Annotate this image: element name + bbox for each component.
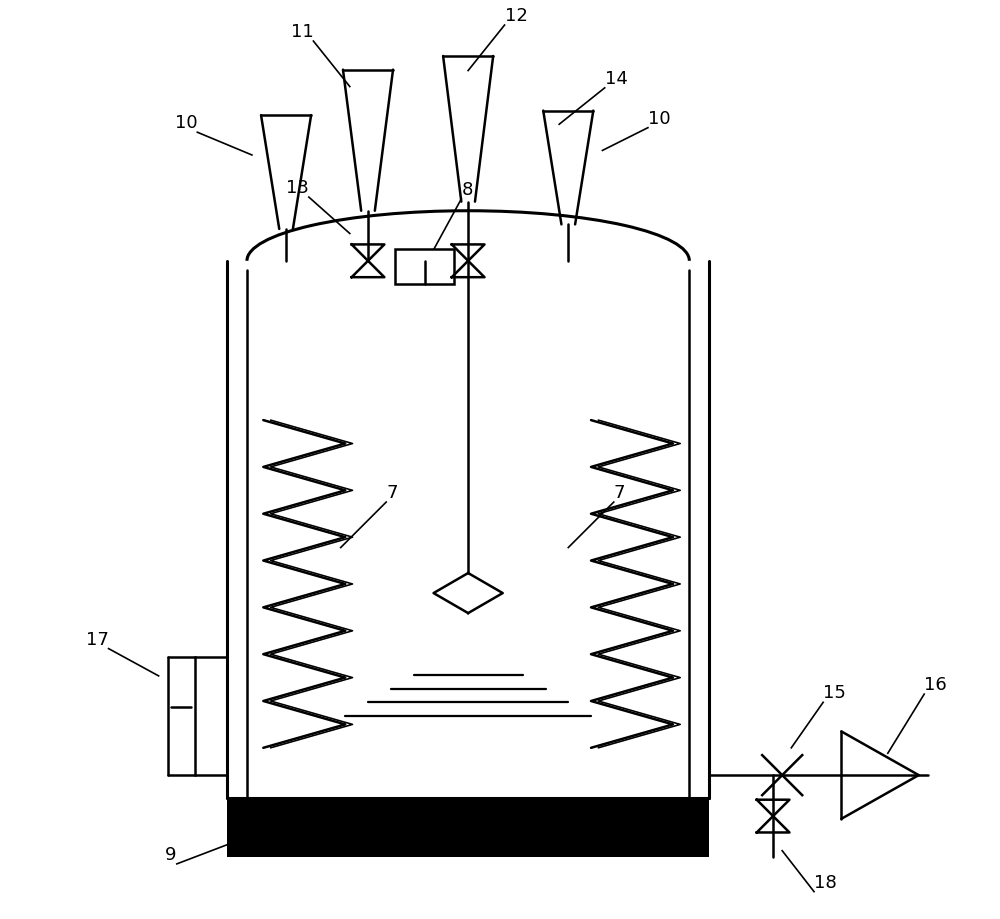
Text: 9: 9 <box>165 845 177 864</box>
Text: 8: 8 <box>461 181 473 199</box>
Text: 18: 18 <box>814 874 837 891</box>
Text: 11: 11 <box>291 23 313 41</box>
Text: 12: 12 <box>505 7 527 25</box>
Text: 13: 13 <box>286 179 309 197</box>
Text: 16: 16 <box>924 676 947 694</box>
Text: 14: 14 <box>605 70 628 88</box>
Text: 7: 7 <box>386 484 398 502</box>
Bar <box>227 798 709 857</box>
Text: 10: 10 <box>648 109 671 128</box>
Text: 10: 10 <box>175 114 197 132</box>
Text: 15: 15 <box>823 685 846 702</box>
Text: 7: 7 <box>614 484 625 502</box>
Text: 17: 17 <box>86 630 109 649</box>
Bar <box>395 249 454 284</box>
